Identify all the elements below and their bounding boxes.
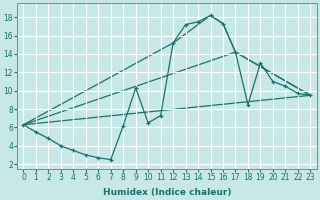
X-axis label: Humidex (Indice chaleur): Humidex (Indice chaleur): [103, 188, 231, 197]
